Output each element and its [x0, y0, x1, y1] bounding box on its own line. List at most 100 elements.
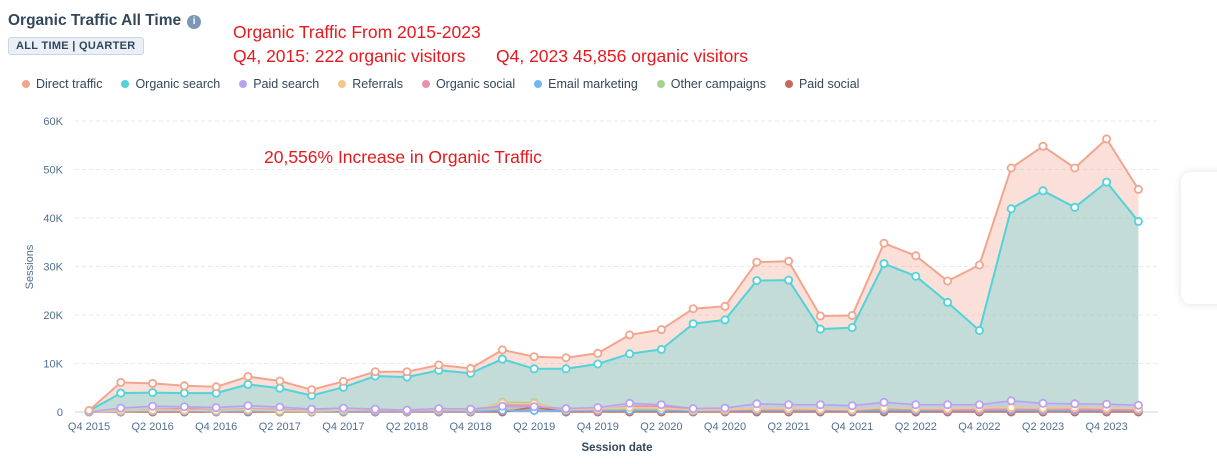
point-direct-traffic: [752, 257, 762, 267]
point-paid-search: [561, 404, 571, 414]
point-organic-search: [116, 388, 126, 398]
x-tick-label: Q4 2019: [577, 421, 619, 433]
point-paid-search: [497, 401, 507, 411]
point-paid-search: [847, 401, 857, 411]
point-organic-search: [974, 325, 984, 335]
legend-swatch: [784, 80, 793, 88]
point-paid-search: [148, 401, 158, 411]
chart-title: Organic Traffic All Time i: [8, 12, 202, 30]
legend-item-referrals[interactable]: Referrals: [338, 77, 403, 91]
point-paid-search: [275, 402, 285, 412]
x-tick-label: Q2 2016: [131, 421, 173, 433]
legend-item-paid-social[interactable]: Paid social: [784, 77, 859, 91]
legend-swatch: [121, 80, 130, 88]
point-paid-search: [1102, 399, 1112, 409]
legend-swatch: [22, 80, 30, 88]
x-tick-label: Q2 2023: [1022, 421, 1064, 433]
x-tick-label: Q4 2018: [449, 421, 491, 433]
point-direct-traffic: [625, 330, 635, 340]
point-direct-traffic: [1038, 141, 1048, 151]
x-tick-label: Q4 2020: [704, 421, 746, 433]
point-direct-traffic: [402, 367, 412, 377]
point-direct-traffic: [943, 276, 953, 286]
point-direct-traffic: [911, 251, 921, 261]
point-paid-search: [911, 400, 921, 410]
legend-item-paid-search[interactable]: Paid search: [239, 77, 319, 91]
point-paid-search: [307, 404, 317, 414]
point-direct-traffic: [879, 238, 889, 248]
x-tick-label: Q2 2020: [640, 421, 682, 433]
point-organic-search: [720, 315, 730, 325]
y-tick-label: 50K: [43, 165, 63, 177]
point-paid-search: [1006, 396, 1016, 406]
area-organic-search: [89, 182, 1139, 412]
point-paid-search: [1038, 398, 1048, 408]
point-organic-search: [879, 259, 889, 269]
point-direct-traffic: [1006, 163, 1016, 173]
legend-label: Organic social: [435, 77, 516, 91]
point-paid-search: [815, 400, 825, 410]
point-paid-search: [211, 403, 221, 413]
point-paid-search: [466, 404, 476, 414]
point-paid-search: [688, 404, 698, 414]
point-direct-traffic: [561, 353, 571, 363]
point-paid-search: [879, 397, 889, 407]
x-tick-label: Q2 2017: [259, 421, 301, 433]
point-paid-search: [1133, 400, 1143, 410]
legend-label: Paid search: [253, 77, 320, 91]
y-tick-label: 30K: [43, 262, 63, 274]
point-organic-search: [148, 388, 158, 398]
line-paid-search: [88, 400, 1139, 413]
point-direct-traffic: [148, 378, 158, 388]
x-tick-label: Q2 2018: [386, 421, 428, 433]
point-direct-traffic: [688, 304, 698, 314]
point-direct-traffic: [974, 260, 984, 270]
legend-swatch: [534, 80, 543, 88]
annotation-start: Q4, 2015: 222 organic visitors: [233, 46, 466, 66]
x-tick-label: Q4 2022: [958, 421, 1000, 433]
x-tick-label: Q4 2023: [1085, 421, 1127, 433]
point-direct-traffic: [179, 381, 189, 391]
point-paid-search: [116, 403, 126, 413]
line-organic-search: [88, 181, 1140, 412]
line-email-marketing: [88, 409, 1139, 413]
point-paid-search: [943, 400, 953, 410]
x-tick-label: Q2 2022: [895, 421, 937, 433]
point-paid-search: [179, 402, 189, 412]
y-tick-label: 0: [57, 407, 63, 419]
legend-label: Referrals: [352, 77, 403, 91]
point-direct-traffic: [720, 301, 730, 311]
point-direct-traffic: [1102, 134, 1112, 144]
legend-item-other-campaigns[interactable]: Other campaigns: [656, 77, 766, 91]
point-direct-traffic: [370, 367, 380, 377]
x-tick-label: Q2 2021: [767, 421, 809, 433]
point-organic-search: [625, 349, 635, 359]
point-direct-traffic: [84, 405, 94, 415]
point-direct-traffic: [847, 310, 857, 320]
legend-item-direct-traffic[interactable]: Direct traffic: [22, 77, 102, 91]
x-tick-label: Q4 2015: [68, 421, 110, 433]
info-icon[interactable]: i: [187, 15, 202, 29]
point-direct-traffic: [243, 372, 253, 382]
point-direct-traffic: [815, 311, 825, 321]
point-paid-search: [1070, 399, 1080, 409]
legend-item-organic-social[interactable]: Organic social: [421, 77, 516, 91]
x-tick-label: Q2 2019: [513, 421, 555, 433]
point-organic-search: [815, 324, 825, 334]
legend-swatch: [338, 80, 347, 88]
date-range-badge[interactable]: ALL TIME | QUARTER: [8, 37, 144, 55]
point-direct-traffic: [466, 363, 476, 373]
point-paid-search: [402, 405, 412, 415]
legend-swatch: [656, 80, 665, 88]
point-direct-traffic: [307, 385, 317, 395]
point-paid-search: [752, 399, 762, 409]
legend-label: Organic search: [135, 77, 221, 91]
point-direct-traffic: [116, 377, 126, 387]
area-direct-traffic: [89, 138, 1139, 412]
legend-item-email-marketing[interactable]: Email marketing: [534, 77, 638, 91]
legend-item-organic-search[interactable]: Organic search: [121, 77, 220, 91]
point-organic-search: [529, 364, 539, 374]
y-tick-label: 10K: [43, 359, 63, 371]
x-tick-label: Q4 2016: [195, 421, 237, 433]
